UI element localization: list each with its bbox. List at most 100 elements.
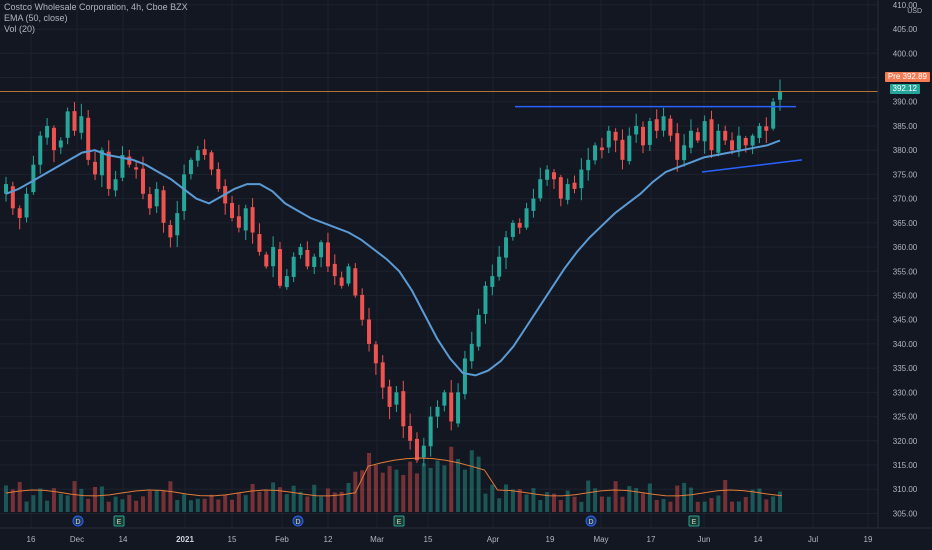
candle-body bbox=[504, 237, 509, 258]
volume-bar bbox=[606, 496, 611, 512]
candle-body bbox=[51, 127, 56, 151]
candle-body bbox=[572, 182, 577, 189]
candle-body bbox=[442, 392, 447, 406]
volume-bar bbox=[593, 488, 598, 512]
chart-legend: Costco Wholesale Corporation, 4h, Cboe B… bbox=[4, 2, 188, 35]
time-tick-label: Jul bbox=[808, 535, 818, 544]
volume-bar bbox=[10, 489, 15, 512]
volume-bar bbox=[195, 498, 200, 512]
candle-body bbox=[510, 222, 515, 237]
svg-text:D: D bbox=[75, 519, 80, 526]
candle-body bbox=[682, 145, 687, 161]
candle-body bbox=[86, 117, 91, 160]
volume-bar bbox=[736, 501, 741, 512]
volume-bar bbox=[654, 499, 659, 512]
support-trendline[interactable] bbox=[701, 159, 803, 173]
volume-bar bbox=[106, 501, 111, 512]
candle-body bbox=[250, 207, 255, 233]
candle-body bbox=[373, 344, 378, 364]
candle-body bbox=[360, 294, 365, 320]
volume-bar bbox=[346, 482, 351, 512]
price-tick-label: 400.00 bbox=[893, 49, 918, 58]
price-tick-label: 390.00 bbox=[893, 98, 918, 107]
time-tick-label: 16 bbox=[27, 535, 36, 544]
volume-bar bbox=[147, 491, 152, 512]
volume-bar bbox=[216, 499, 221, 512]
price-tick-label: 410.00 bbox=[893, 1, 918, 10]
price-tick-label: 315.00 bbox=[893, 461, 918, 470]
volume-bar bbox=[161, 490, 166, 512]
candle-body bbox=[257, 234, 262, 252]
candle-body bbox=[565, 184, 570, 200]
candle-body bbox=[332, 263, 337, 277]
candle-body bbox=[688, 130, 693, 148]
volume-bar bbox=[380, 472, 385, 512]
volume-bar bbox=[565, 490, 570, 512]
time-tick-label: Dec bbox=[70, 535, 84, 544]
earnings-icon[interactable]: E bbox=[393, 515, 405, 527]
dividend-icon[interactable]: D bbox=[585, 515, 597, 527]
earnings-icon[interactable]: E bbox=[688, 515, 700, 527]
volume-bar bbox=[476, 456, 481, 512]
volume-bar bbox=[188, 500, 193, 512]
dividend-icon[interactable]: D bbox=[292, 515, 304, 527]
time-tick-label: 15 bbox=[228, 535, 237, 544]
earnings-icon[interactable]: E bbox=[113, 515, 125, 527]
volume-bar bbox=[661, 499, 666, 512]
volume-bar bbox=[387, 466, 392, 512]
candle-body bbox=[702, 121, 707, 142]
volume-ma-line bbox=[5, 457, 783, 497]
legend-title[interactable]: Costco Wholesale Corporation, 4h, Cboe B… bbox=[4, 2, 188, 12]
volume-bar bbox=[312, 484, 317, 512]
last-price-tag: 392.12 bbox=[889, 84, 920, 94]
candle-body bbox=[435, 406, 440, 417]
candle-body bbox=[558, 177, 563, 199]
candle-body bbox=[620, 139, 625, 160]
volume-bar bbox=[716, 495, 721, 512]
volume-bar bbox=[435, 460, 440, 512]
volume-bar bbox=[449, 446, 454, 512]
candle-body bbox=[113, 179, 118, 191]
dividend-icon[interactable]: D bbox=[72, 515, 84, 527]
candle-body bbox=[154, 188, 159, 207]
volume-bar bbox=[442, 465, 447, 512]
legend-volume[interactable]: Vol (20) bbox=[4, 24, 36, 34]
volume-bar bbox=[545, 492, 550, 512]
volume-bar bbox=[771, 496, 776, 512]
volume-bar bbox=[778, 491, 782, 512]
volume-bar bbox=[93, 487, 98, 512]
candle-body bbox=[387, 386, 392, 407]
candle-body bbox=[298, 247, 303, 256]
candle-body bbox=[99, 150, 104, 176]
volume-bar bbox=[243, 495, 248, 512]
volume-bar bbox=[538, 499, 543, 512]
candle-body bbox=[483, 285, 488, 314]
volume-bar bbox=[284, 494, 289, 512]
last-price-value: 392.12 bbox=[892, 84, 917, 93]
volume-bar bbox=[414, 473, 419, 512]
candle-body bbox=[414, 438, 419, 461]
candle-body bbox=[24, 193, 29, 218]
candle-body bbox=[264, 254, 269, 267]
candle-body bbox=[675, 133, 680, 160]
time-axis[interactable]: 16 Dec 14 2021 15 Feb 12 Mar 15 Apr 19 May 17 Jun 14 Ju… bbox=[0, 527, 932, 544]
price-tick-label: 405.00 bbox=[893, 25, 918, 34]
candle-body bbox=[647, 121, 652, 145]
candle-body bbox=[339, 277, 344, 286]
candle-body bbox=[490, 276, 495, 287]
candle-body bbox=[654, 119, 659, 131]
candle-body bbox=[476, 314, 481, 347]
price-tick-label: 345.00 bbox=[893, 316, 918, 325]
volume-bar bbox=[682, 482, 687, 512]
legend-ema[interactable]: EMA (50, close) bbox=[4, 13, 68, 23]
candle-body bbox=[750, 135, 755, 146]
candle-body bbox=[716, 130, 721, 153]
volume-bar bbox=[730, 501, 735, 512]
candle-body bbox=[606, 130, 611, 148]
price-tick-label: 360.00 bbox=[893, 243, 918, 252]
volume-bar bbox=[154, 490, 159, 512]
volume-bar bbox=[421, 463, 426, 512]
volume-bar bbox=[223, 494, 228, 512]
